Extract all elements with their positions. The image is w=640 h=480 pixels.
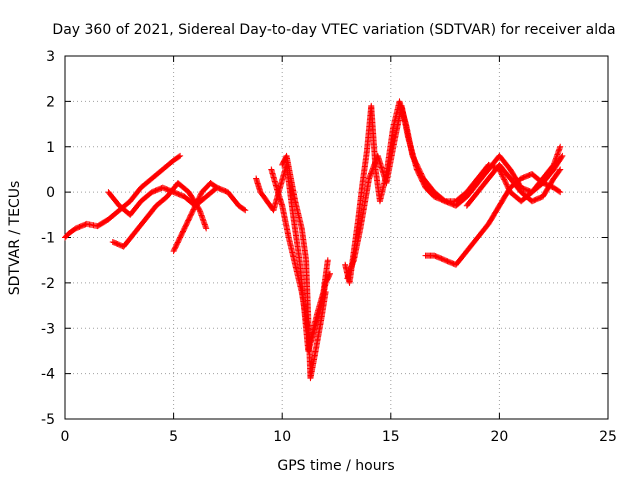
axis-ticks: 0 5 10 15 20 25 -5 -4 -3 -2 -1 0 1 2 3 [41, 49, 617, 445]
data-point [502, 179, 509, 186]
y-tick-label: 2 [46, 94, 55, 110]
data-point [503, 181, 510, 188]
data-point [498, 171, 505, 178]
x-axis-label: GPS time / hours [277, 458, 394, 474]
data-point [176, 153, 183, 160]
plot-frame [64, 55, 609, 420]
y-tick-label: 0 [46, 185, 55, 201]
y-axis-label: SDTVAR / TECUs [7, 181, 23, 296]
data-point [242, 207, 249, 214]
data-point [556, 188, 563, 195]
data-point [556, 167, 563, 174]
x-tick-label: 15 [382, 429, 400, 445]
y-tick-label: -4 [41, 367, 55, 383]
data-points [62, 98, 566, 382]
grid [65, 56, 608, 419]
data-point [503, 180, 510, 187]
x-tick-label: 10 [273, 429, 291, 445]
data-point [322, 288, 329, 295]
y-tick-label: -5 [41, 412, 55, 428]
chart-title: Day 360 of 2021, Sidereal Day-to-day VTE… [52, 22, 615, 38]
data-point [324, 257, 331, 264]
y-tick-label: -1 [41, 231, 55, 247]
data-point [214, 184, 221, 191]
data-point [241, 206, 248, 213]
y-tick-label: 3 [46, 49, 55, 65]
data-point [501, 176, 508, 183]
x-tick-label: 20 [490, 429, 508, 445]
data-point [440, 197, 447, 204]
x-tick-label: 5 [169, 429, 178, 445]
data-point [558, 153, 565, 160]
data-point [559, 152, 566, 159]
data-point [557, 189, 564, 196]
data-point [177, 152, 184, 159]
y-tick-label: 1 [46, 140, 55, 156]
y-tick-label: -3 [41, 321, 55, 337]
data-point [499, 172, 506, 179]
y-tick-label: -2 [41, 276, 55, 292]
data-point [557, 143, 564, 150]
data-point [500, 174, 507, 180]
data-point [557, 166, 564, 173]
x-tick-label: 0 [61, 429, 70, 445]
data-point [500, 175, 507, 182]
data-point [212, 183, 219, 190]
x-tick-label: 25 [599, 429, 617, 445]
data-point [203, 225, 210, 232]
data-point [501, 177, 508, 184]
